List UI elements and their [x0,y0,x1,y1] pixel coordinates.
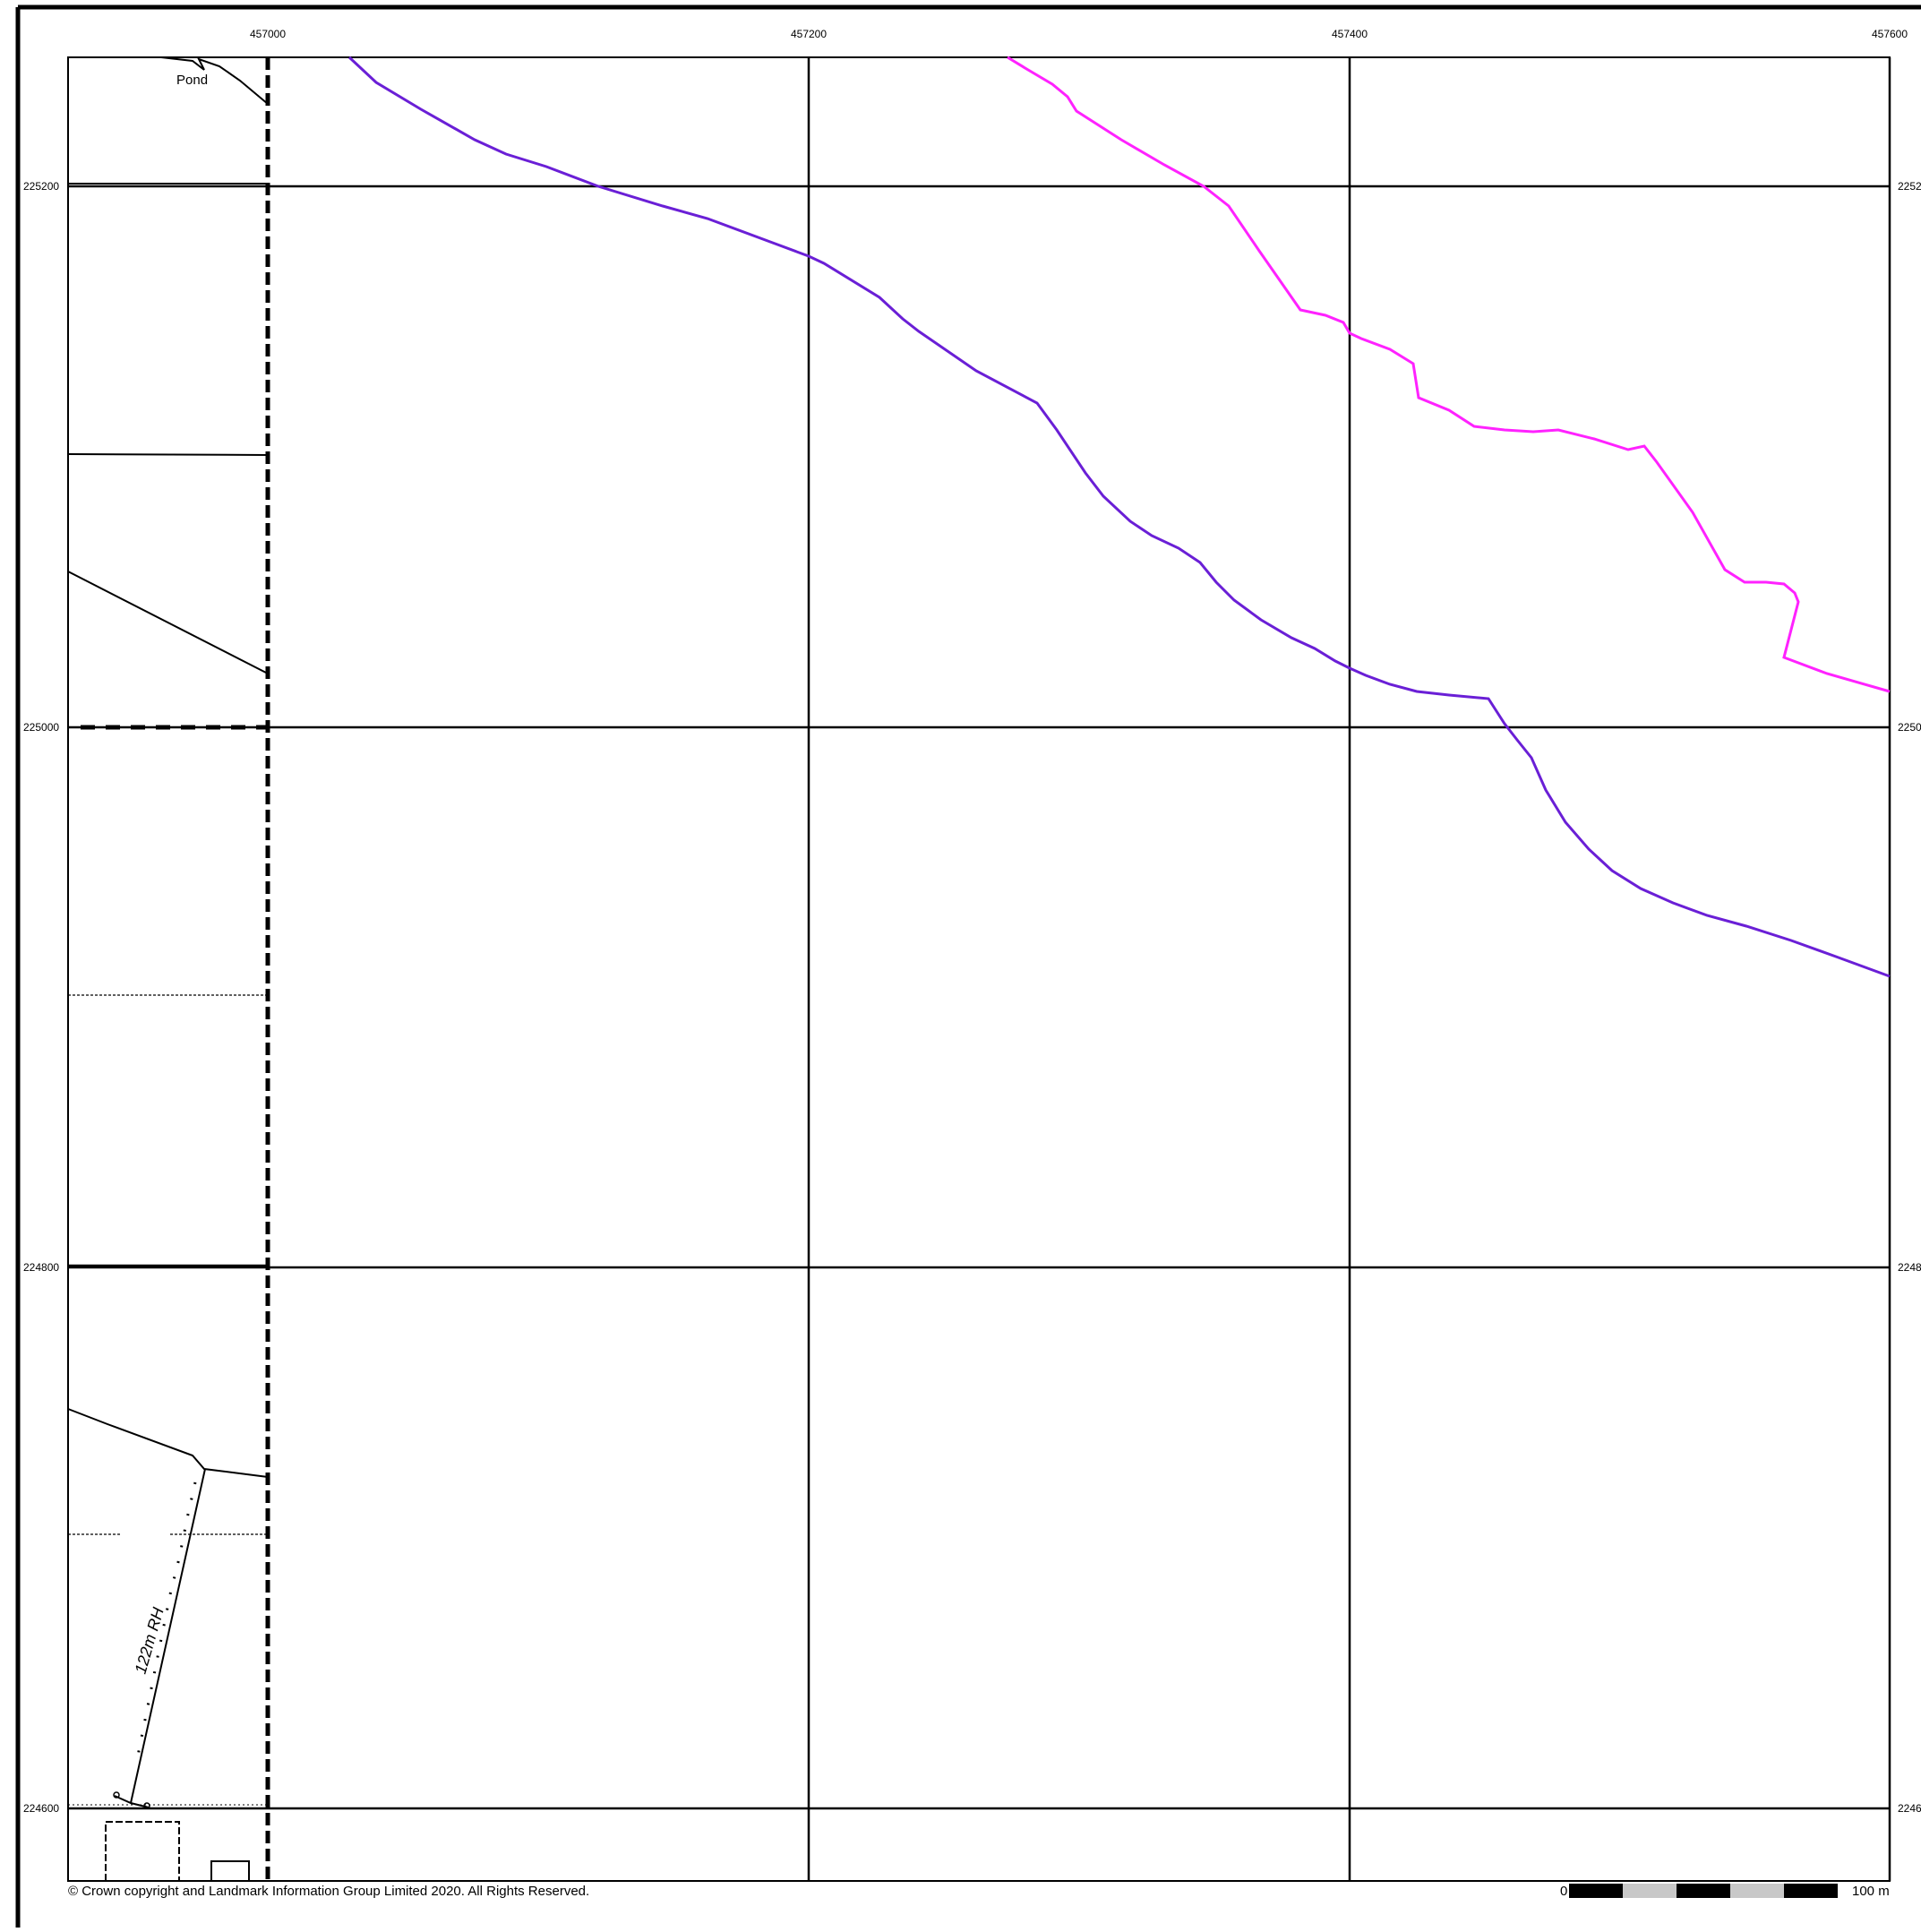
field-boundary [114,1795,150,1808]
scale-bar-segment [1623,1884,1677,1898]
hedge-boundary [130,1468,206,1804]
easting-label-457000: 457000 [250,28,286,40]
field-boundary [67,571,269,674]
building-outline [105,1821,180,1881]
scale-bar-segment [1784,1884,1838,1898]
northing-label-224600: 224600 [23,1802,59,1815]
magenta-boundary-line [1007,56,1891,693]
copyright-notice: © Crown copyright and Landmark Informati… [68,1884,589,1899]
pond-label: Pond [176,73,208,88]
northing-label-224800: 224800 [23,1261,59,1274]
northing-label-right-2252: 2252 [1898,180,1921,193]
easting-label-457400: 457400 [1332,28,1368,40]
scale-bar-segment [1730,1884,1784,1898]
northing-label-right-2248: 2248 [1898,1261,1921,1274]
building-outline [210,1860,250,1881]
northing-label-225200: 225200 [23,180,59,193]
easting-label-457600: 457600 [1872,28,1908,40]
survey-point [143,1802,150,1809]
scale-bar-segment [1677,1884,1730,1898]
scale-bar-start-label: 0 [1560,1884,1567,1899]
purple-route-line [347,56,1891,978]
basemap-features [67,56,269,1881]
scale-bar: 0 100 m [1560,1884,1890,1899]
northing-label-right-2250: 2250 [1898,721,1921,734]
scale-bar-segment [1569,1884,1623,1898]
field-boundary [67,1408,269,1478]
easting-label-457200: 457200 [791,28,827,40]
northing-label-right-2246: 2246 [1898,1802,1921,1815]
northing-label-225000: 225000 [23,721,59,734]
survey-point [113,1791,120,1799]
scale-bar-end-label: 100 m [1852,1884,1890,1899]
pond-outline [160,56,269,105]
field-boundary [67,453,269,456]
map-border [67,56,1891,1882]
